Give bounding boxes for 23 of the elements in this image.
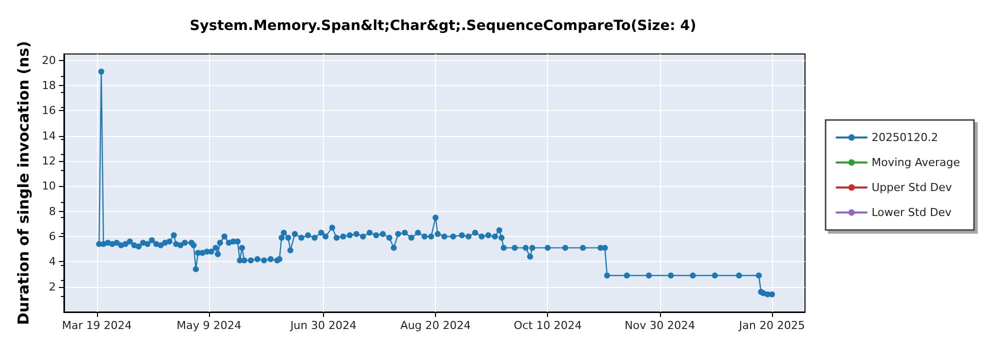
y-tick-label: 4	[48, 255, 56, 268]
x-tick-label: Nov 30 2024	[624, 319, 696, 332]
y-tick-label: 8	[48, 204, 56, 218]
y-tick-label: 18	[42, 78, 56, 92]
legend-label: Upper Std Dev	[872, 181, 952, 194]
x-tick-label: Mar 19 2024	[62, 319, 132, 332]
legend-label: Moving Average	[872, 156, 960, 169]
legend-label: 20250120.2	[872, 131, 938, 144]
chart-title: System.Memory.Span&lt;Char&gt;.SequenceCompareTo(Size: 4)	[190, 18, 696, 34]
x-tick-label: Jan 20 2025	[738, 319, 805, 332]
y-tick-label: 6	[48, 230, 56, 243]
x-tick-label: May 9 2024	[176, 319, 242, 332]
x-tick-label: Aug 20 2024	[400, 319, 471, 332]
y-tick-label: 14	[42, 129, 56, 142]
y-axis-title: Duration of single invocation (ns)	[14, 41, 32, 325]
y-tick-label: 16	[42, 104, 56, 118]
x-tick-label: Oct 10 2024	[514, 319, 582, 332]
legend-label: Lower Std Dev	[872, 206, 952, 219]
y-tick-label: 10	[42, 180, 56, 193]
y-tick-label: 2	[48, 280, 56, 294]
x-tick-label: Jun 30 2024	[289, 319, 356, 332]
y-tick-label: 20	[42, 54, 56, 67]
y-tick-label: 12	[42, 154, 56, 168]
